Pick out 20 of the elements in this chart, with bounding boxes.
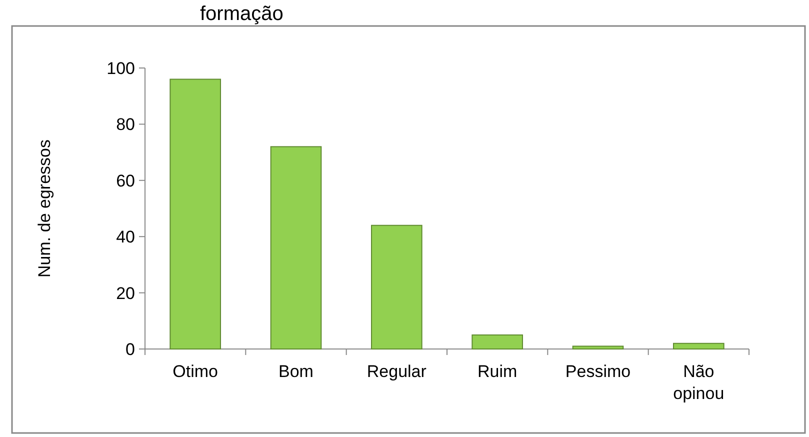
bar <box>572 346 624 350</box>
y-tick-label: 80 <box>116 115 135 134</box>
y-tick-label: 0 <box>126 340 135 359</box>
x-tick-label: Pessimo <box>565 362 631 381</box>
x-tick-label: Regular <box>366 362 427 381</box>
bar <box>673 342 724 350</box>
y-tick-label: 100 <box>106 58 135 78</box>
bar <box>170 78 221 350</box>
y-tick-label: 60 <box>116 171 135 190</box>
y-axis-title: Num. de egressos <box>35 140 54 278</box>
bar <box>472 334 523 350</box>
x-tick-label: Bom <box>278 362 314 381</box>
bar <box>270 146 322 350</box>
x-tick-label: Ruim <box>477 362 518 381</box>
y-tick-label: 20 <box>116 284 135 303</box>
x-tick-label: Não opinou <box>673 362 724 403</box>
y-tick-label: 40 <box>116 228 135 247</box>
x-tick-label: Otimo <box>172 362 218 381</box>
chart-title: formação <box>200 3 284 25</box>
bar <box>371 224 422 350</box>
